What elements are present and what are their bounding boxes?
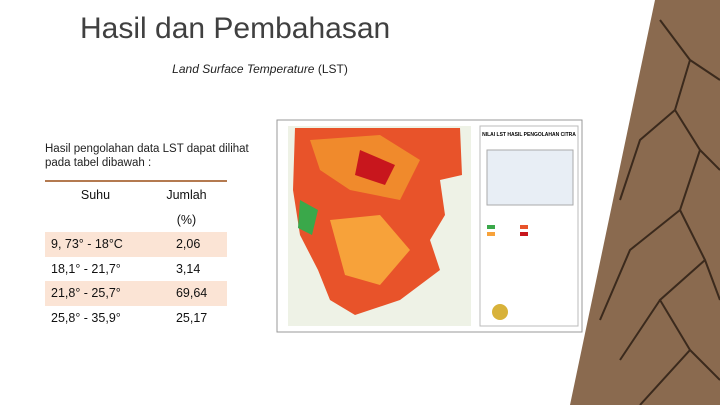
paragraph: Hasil pengolahan data LST dapat dilihat … [45,143,249,169]
table-header: Suhu Jumlah [45,180,227,208]
cell: 69,64 [145,281,227,306]
cell: 25,17 [175,310,208,325]
region-zone [298,200,318,235]
table-row: 18,1° - 21,7° 3,14 [45,257,227,282]
region-zone [355,150,395,185]
table-row: 9, 73° - 18°C 2,06 [45,232,227,257]
legend-swatch [487,225,495,229]
map: NILAI LST HASIL PENGOLAHAN CITRA [276,119,583,333]
earth-texture [570,0,720,405]
cell: 9, 73° - 18°C [45,232,146,257]
table-row: 21,8° - 25,7° 69,64 [45,281,227,306]
header-cell: Suhu [45,180,146,208]
legend-swatch [520,225,528,229]
subtitle-italic: Land Surface Temperature [172,62,315,76]
cell: 25,8° - 35,9° [51,310,121,325]
cell: 2,06 [145,232,227,257]
map-title: NILAI LST HASIL PENGOLAHAN CITRA [482,132,576,138]
legend-swatch [520,232,528,236]
inset-map [486,149,574,206]
unit-row: (%) [45,208,227,232]
logo [492,304,508,320]
header-cell: Jumlah [145,180,227,208]
table-row: 25,8° - 35,9° 25,17 [45,306,227,331]
subtitle: Land Surface Temperature (LST) [0,62,520,76]
cell: 18,1° - 21,7° [51,261,121,276]
legend-swatch [487,232,495,236]
table: Suhu Jumlah (%) 9, 73° - 18°C 2,06 18,1° -… [45,180,227,330]
cell: 21,8° - 25,7° [45,281,146,306]
subtitle-rest: (LST) [317,62,348,76]
unit-cell: (%) [176,213,197,227]
table-body: 9, 73° - 18°C 2,06 18,1° - 21,7° 3,14 21,8° … [45,232,227,330]
title: Hasil dan Pembahasan [80,12,391,45]
region-zone [330,215,410,285]
cell: 3,14 [175,261,201,276]
